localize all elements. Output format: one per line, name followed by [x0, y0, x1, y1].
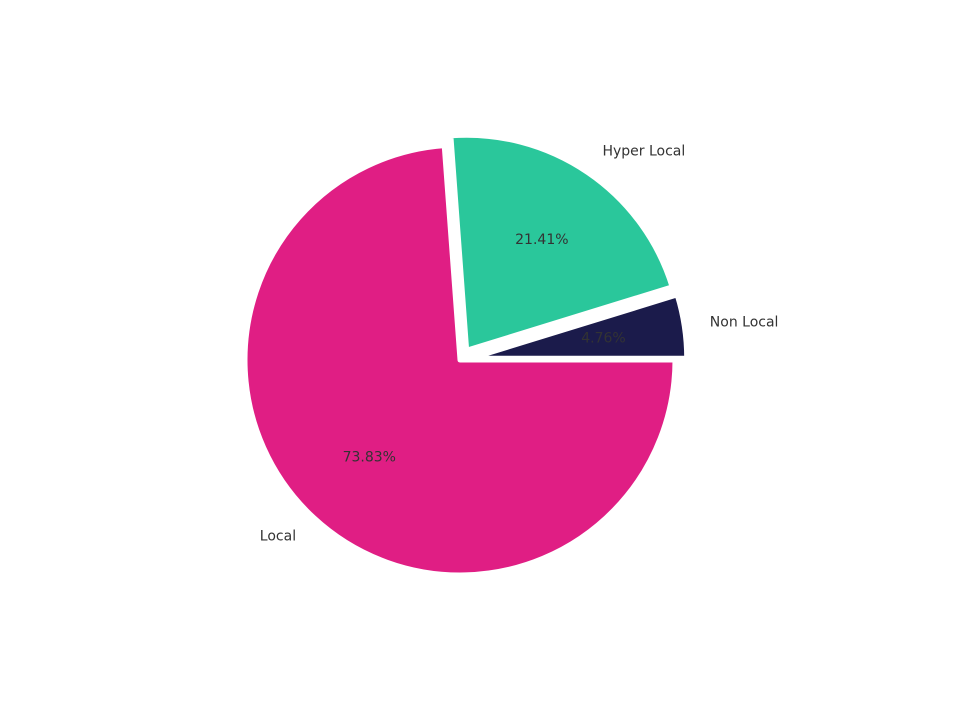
slice-pct: 21.41%: [515, 232, 568, 248]
slice-pct: 4.76%: [581, 330, 625, 346]
slice-label: Local: [260, 528, 296, 544]
slice-label: Hyper Local: [602, 143, 685, 159]
pie-svg: Non Local 4.76% Hyper Local 21.41% Local 73.8…: [0, 0, 960, 720]
slice-pct: 73.83%: [343, 450, 396, 466]
slice-label: Non Local: [710, 314, 779, 330]
pie-chart: Non Local 4.76% Hyper Local 21.41% Local 73.8…: [0, 0, 960, 720]
